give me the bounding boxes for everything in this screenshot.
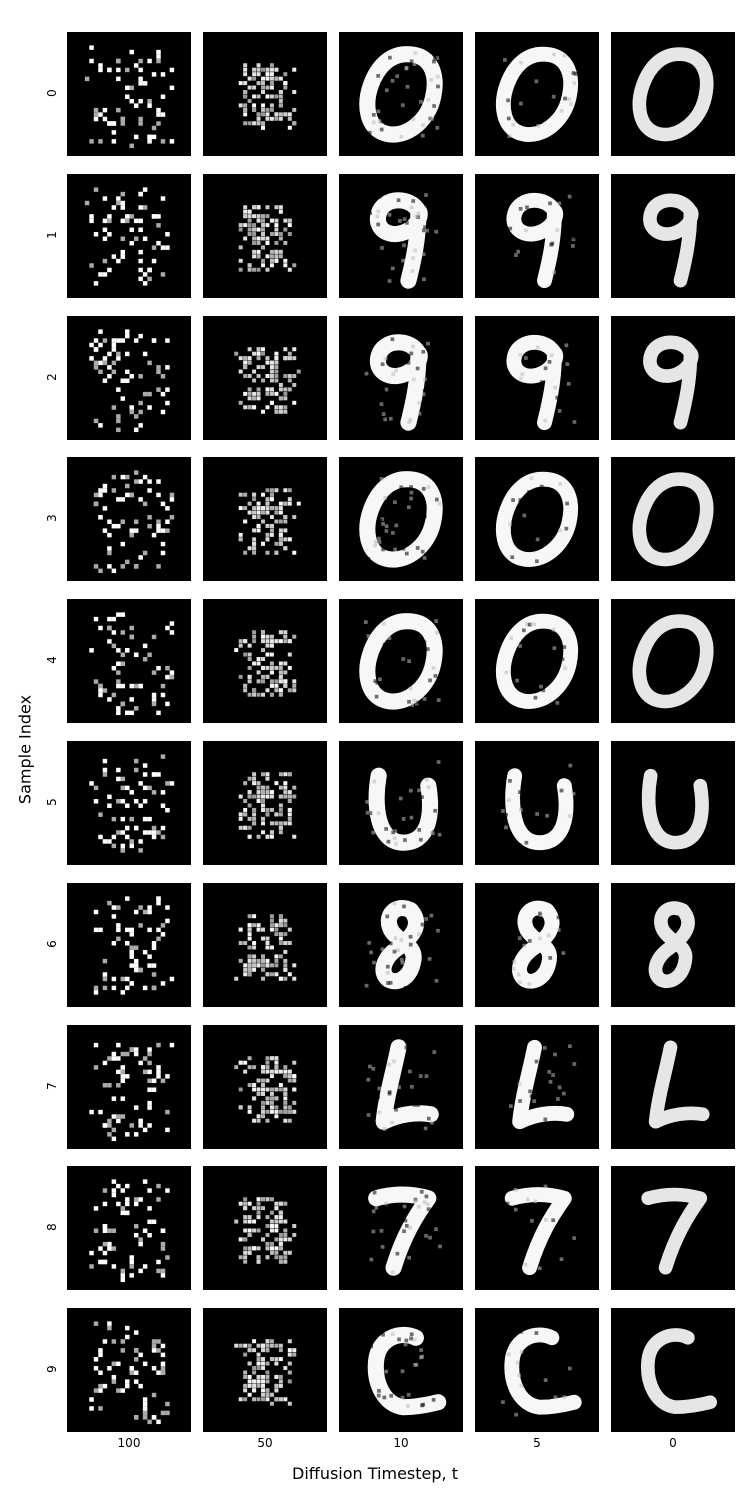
sample-4-t50-image bbox=[203, 599, 327, 723]
sample-3-t50-image bbox=[203, 457, 327, 581]
sample-0-t0-image bbox=[611, 32, 735, 156]
x-axis-label: Diffusion Timestep, t bbox=[292, 1464, 458, 1483]
column-label-t50: 50 bbox=[257, 1436, 273, 1450]
sample-2-t50-image bbox=[203, 316, 327, 440]
row-label-5: 5 bbox=[45, 798, 59, 806]
sample-8-t100-image bbox=[67, 1166, 191, 1290]
sample-7-t10-image bbox=[339, 1025, 463, 1149]
sample-9-t50-image bbox=[203, 1308, 327, 1432]
sample-1-t10-image bbox=[339, 174, 463, 298]
sample-4-t10-image bbox=[339, 599, 463, 723]
sample-7-t5-image bbox=[475, 1025, 599, 1149]
row-label-7: 7 bbox=[45, 1082, 59, 1090]
sample-0-t50-image bbox=[203, 32, 327, 156]
sample-8-t0-image bbox=[611, 1166, 735, 1290]
sample-2-t0-image bbox=[611, 316, 735, 440]
sample-6-t0-image bbox=[611, 883, 735, 1007]
sample-4-t100-image bbox=[67, 599, 191, 723]
sample-9-t0-image bbox=[611, 1308, 735, 1432]
sample-5-t5-image bbox=[475, 741, 599, 865]
y-axis-label: Sample Index bbox=[15, 694, 35, 805]
row-label-8: 8 bbox=[45, 1223, 59, 1231]
sample-4-t5-image bbox=[475, 599, 599, 723]
sample-3-t10-image bbox=[339, 457, 463, 581]
row-label-2: 2 bbox=[45, 373, 59, 381]
sample-2-t5-image bbox=[475, 316, 599, 440]
row-label-0: 0 bbox=[45, 89, 59, 97]
sample-6-t10-image bbox=[339, 883, 463, 1007]
sample-1-t50-image bbox=[203, 174, 327, 298]
sample-6-t100-image bbox=[67, 883, 191, 1007]
sample-5-t100-image bbox=[67, 741, 191, 865]
column-label-t0: 0 bbox=[669, 1436, 677, 1450]
sample-1-t100-image bbox=[67, 174, 191, 298]
column-label-t10: 10 bbox=[393, 1436, 409, 1450]
sample-9-t5-image bbox=[475, 1308, 599, 1432]
sample-0-t5-image bbox=[475, 32, 599, 156]
sample-8-t5-image bbox=[475, 1166, 599, 1290]
sample-7-t50-image bbox=[203, 1025, 327, 1149]
row-label-4: 4 bbox=[45, 656, 59, 664]
sample-3-t0-image bbox=[611, 457, 735, 581]
column-label-t5: 5 bbox=[533, 1436, 541, 1450]
sample-5-t0-image bbox=[611, 741, 735, 865]
sample-6-t5-image bbox=[475, 883, 599, 1007]
row-label-6: 6 bbox=[45, 940, 59, 948]
sample-9-t100-image bbox=[67, 1308, 191, 1432]
sample-9-t10-image bbox=[339, 1308, 463, 1432]
sample-2-t10-image bbox=[339, 316, 463, 440]
sample-3-t5-image bbox=[475, 457, 599, 581]
row-label-9: 9 bbox=[45, 1365, 59, 1373]
row-label-1: 1 bbox=[45, 231, 59, 239]
sample-5-t50-image bbox=[203, 741, 327, 865]
sample-5-t10-image bbox=[339, 741, 463, 865]
column-label-t100: 100 bbox=[117, 1436, 141, 1450]
sample-7-t100-image bbox=[67, 1025, 191, 1149]
sample-4-t0-image bbox=[611, 599, 735, 723]
sample-3-t100-image bbox=[67, 457, 191, 581]
row-label-3: 3 bbox=[45, 514, 59, 522]
sample-8-t10-image bbox=[339, 1166, 463, 1290]
sample-0-t10-image bbox=[339, 32, 463, 156]
sample-2-t100-image bbox=[67, 316, 191, 440]
sample-1-t5-image bbox=[475, 174, 599, 298]
sample-1-t0-image bbox=[611, 174, 735, 298]
sample-7-t0-image bbox=[611, 1025, 735, 1149]
sample-8-t50-image bbox=[203, 1166, 327, 1290]
sample-0-t100-image bbox=[67, 32, 191, 156]
sample-6-t50-image bbox=[203, 883, 327, 1007]
